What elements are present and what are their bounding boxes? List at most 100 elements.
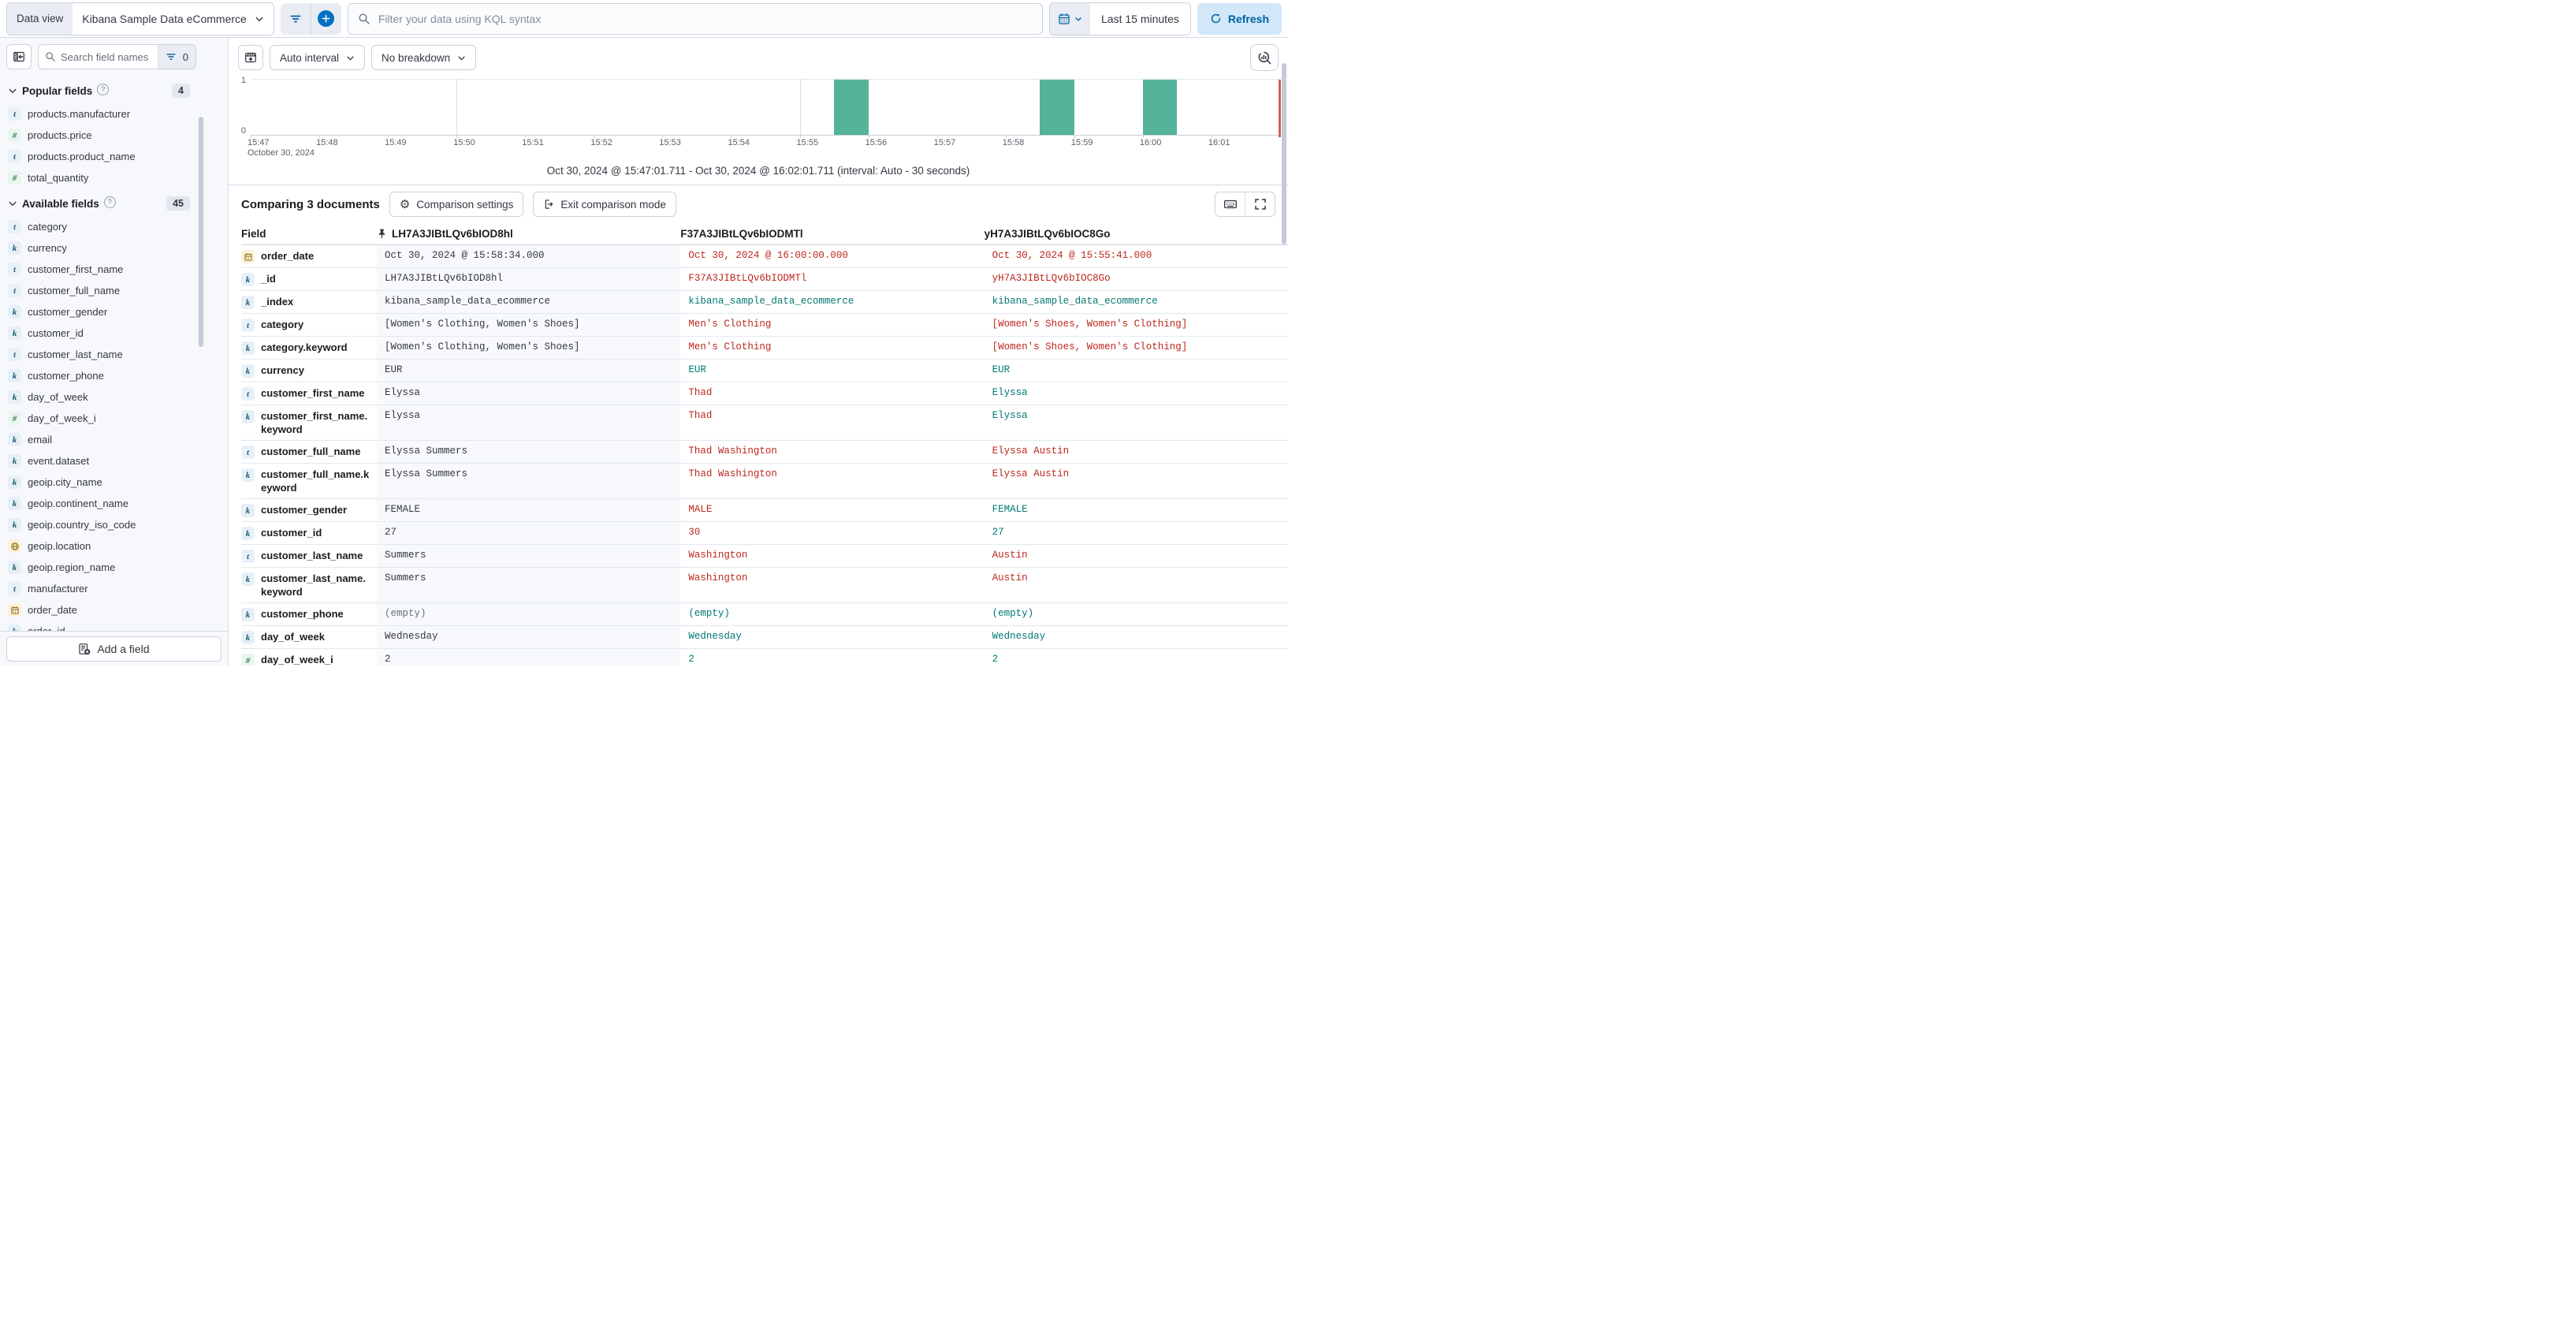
field-item-category[interactable]: t category [8,216,190,237]
fullscreen-button[interactable] [1245,192,1275,216]
field-name: customer_full_name [261,446,361,457]
x-axis-tick [319,135,321,138]
field-item-geoip.city_name[interactable]: k geoip.city_name [8,472,190,493]
refresh-label: Refresh [1227,12,1269,25]
field-item-currency[interactable]: k currency [8,237,190,259]
field-name: day_of_week_i [261,654,333,666]
field-item-products.product_name[interactable]: t products.product_name [8,146,190,167]
histogram-plot-area [251,79,1281,138]
field-cell[interactable]: k _id [241,268,377,290]
help-icon[interactable]: ? [103,196,116,208]
field-item-customer_gender[interactable]: k customer_gender [8,301,190,322]
popular-fields-title: Popular fields [22,84,93,97]
value-cell: EUR [688,364,706,375]
field-item-customer_id[interactable]: k customer_id [8,322,190,344]
field-name: customer_phone [28,370,104,382]
keyword-field-type-icon: k [241,273,255,286]
document-column-header: LH7A3JIBtLQv6bIOD8hl [377,223,680,244]
field-name: currency [261,364,304,376]
field-item-customer_last_name[interactable]: t customer_last_name [8,344,190,365]
field-item-customer_first_name[interactable]: t customer_first_name [8,259,190,280]
histogram-bar[interactable] [1040,80,1074,135]
popular-fields-header[interactable]: Popular fields ? 4 [8,76,190,103]
chevron-down-icon [8,86,17,95]
table-row-day_of_week_i: # day_of_week_i 2 2 2 [241,649,1288,666]
field-cell[interactable]: k category.keyword [241,337,377,359]
histogram-bar[interactable] [1142,80,1178,135]
filter-icon[interactable] [281,3,311,35]
edit-visualization-button[interactable] [1250,44,1279,71]
keyword-field-type-icon: k [8,390,21,404]
field-cell[interactable]: k customer_id [241,522,377,544]
time-range-value[interactable]: Last 15 minutes [1090,2,1190,35]
field-cell[interactable]: k customer_first_name.keyword [241,405,377,440]
field-cell[interactable]: order_date [241,245,377,267]
field-item-event.dataset[interactable]: k event.dataset [8,450,190,472]
breakdown-select[interactable]: No breakdown [371,45,477,70]
field-item-products.manufacturer[interactable]: t products.manufacturer [8,103,190,125]
interval-select[interactable]: Auto interval [270,45,366,70]
add-filter-button[interactable] [311,3,341,35]
value-cell: 2 [688,654,694,665]
field-cell[interactable]: k day_of_week [241,626,377,648]
available-fields-header[interactable]: Available fields ? 45 [8,188,190,216]
field-item-geoip.continent_name[interactable]: k geoip.continent_name [8,493,190,514]
field-name: _id [261,273,276,285]
field-item-geoip.location[interactable]: geoip.location [8,535,190,557]
field-item-customer_phone[interactable]: k customer_phone [8,365,190,386]
field-cell[interactable]: # day_of_week_i [241,649,377,666]
field-cell[interactable]: k customer_gender [241,499,377,521]
keyword-field-type-icon: k [241,631,255,644]
field-cell[interactable]: t category [241,314,377,336]
exit-comparison-button[interactable]: Exit comparison mode [533,192,676,217]
x-axis-tick [1074,135,1075,138]
table-scrollbar[interactable] [1282,63,1286,244]
keyboard-shortcuts-button[interactable] [1215,192,1245,216]
add-field-button[interactable]: Add a field [6,636,221,662]
hide-chart-button[interactable] [238,45,263,70]
document-id: yH7A3JIBtLQv6bIOC8Go [984,228,1111,240]
value-cell: Wednesday [688,631,742,642]
value-cell: FEMALE [992,504,1028,515]
data-view-selector[interactable]: Kibana Sample Data eCommerce [73,3,274,35]
field-item-total_quantity[interactable]: # total_quantity [8,167,190,188]
field-item-geoip.country_iso_code[interactable]: k geoip.country_iso_code [8,514,190,535]
field-cell[interactable]: k customer_full_name.keyword [241,464,377,498]
field-search-input[interactable]: Search field names [39,51,158,63]
field-cell[interactable]: t customer_last_name [241,545,377,567]
field-item-order_date[interactable]: order_date [8,599,190,621]
x-axis-tick [936,135,938,138]
available-fields-title: Available fields [22,197,99,210]
document-column-header: yH7A3JIBtLQv6bIOC8Go [985,223,1288,244]
pin-icon[interactable] [377,229,387,239]
field-item-manufacturer[interactable]: t manufacturer [8,578,190,599]
kql-search-input[interactable]: Filter your data using KQL syntax [347,2,1044,35]
field-item-customer_full_name[interactable]: t customer_full_name [8,280,190,301]
field-item-order_id[interactable]: k order_id [8,621,190,631]
field-item-geoip.region_name[interactable]: k geoip.region_name [8,557,190,578]
keyword-field-type-icon: k [8,305,21,319]
collapse-sidebar-button[interactable] [6,44,32,69]
field-filter-button[interactable]: 0 [157,45,195,69]
histogram-bar[interactable] [834,80,869,135]
field-cell[interactable]: k _index [241,291,377,313]
field-cell[interactable]: t customer_first_name [241,382,377,405]
help-icon[interactable]: ? [97,83,110,95]
value-cell: Washington [688,550,748,561]
field-item-day_of_week[interactable]: k day_of_week [8,386,190,408]
field-cell[interactable]: k currency [241,360,377,382]
field-item-products.price[interactable]: # products.price [8,125,190,146]
sidebar-scrollbar[interactable] [199,117,203,347]
field-cell[interactable]: k customer_last_name.keyword [241,568,377,602]
value-cell: Thad Washington [688,468,777,479]
refresh-button[interactable]: Refresh [1197,2,1282,35]
field-cell[interactable]: k customer_phone [241,603,377,625]
field-item-email[interactable]: k email [8,429,190,450]
value-cell: Men's Clothing [688,341,772,352]
value-cell: 2 [992,654,999,665]
field-item-day_of_week_i[interactable]: # day_of_week_i [8,408,190,429]
field-cell[interactable]: t customer_full_name [241,441,377,463]
keyword-field-type-icon: k [8,326,21,340]
calendar-menu-button[interactable] [1050,2,1091,35]
comparison-settings-button[interactable]: ⚙ Comparison settings [389,192,524,217]
